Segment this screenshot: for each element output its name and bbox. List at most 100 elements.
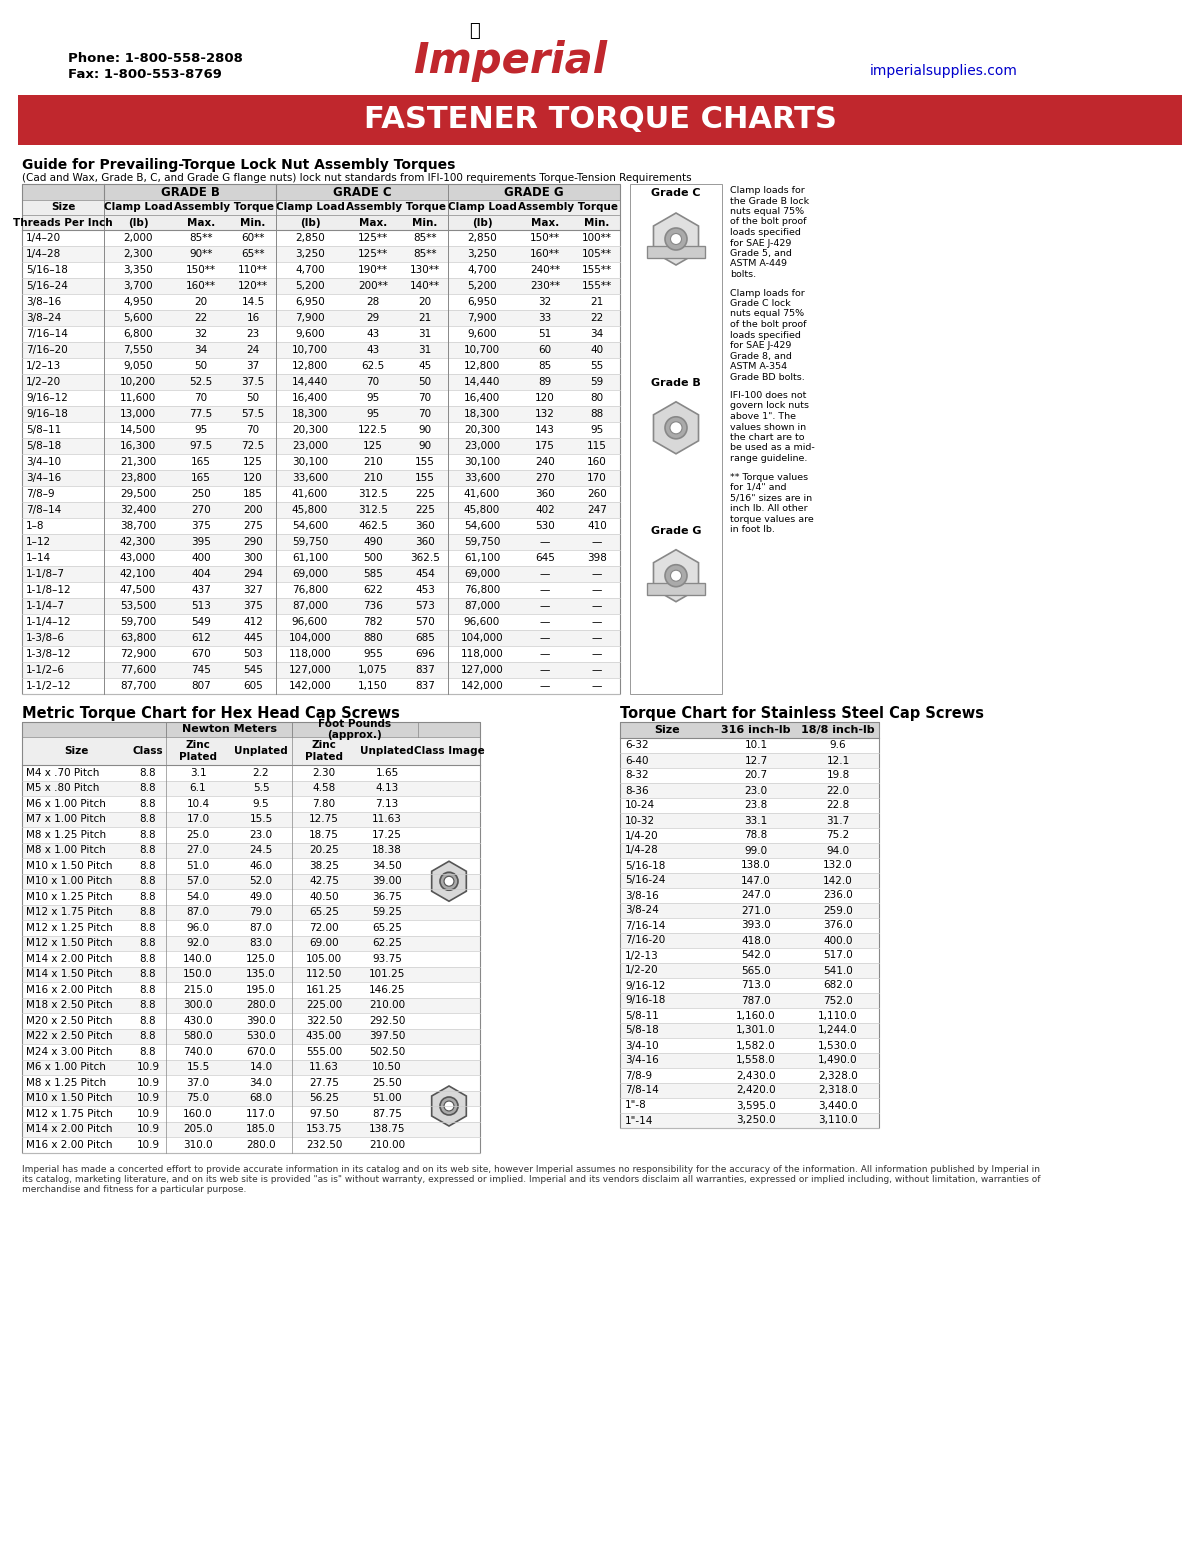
- Text: Max.: Max.: [187, 217, 215, 227]
- Text: M12 x 1.75 Pitch: M12 x 1.75 Pitch: [26, 1109, 113, 1118]
- Text: 153.75: 153.75: [306, 1124, 342, 1134]
- Text: 713.0: 713.0: [742, 980, 770, 991]
- Text: 51.00: 51.00: [372, 1093, 402, 1103]
- Text: Max.: Max.: [530, 217, 559, 227]
- Text: 42,100: 42,100: [120, 568, 156, 579]
- Bar: [620, 1037, 878, 1053]
- Text: —: —: [592, 568, 602, 579]
- Text: 270: 270: [535, 474, 554, 483]
- Text: —: —: [592, 617, 602, 627]
- Text: —: —: [540, 634, 550, 643]
- Bar: [22, 214, 620, 230]
- Text: 290: 290: [244, 537, 263, 547]
- Text: Newton Meters: Newton Meters: [181, 725, 276, 735]
- Text: 101.25: 101.25: [368, 969, 406, 980]
- Text: 49.0: 49.0: [250, 891, 272, 902]
- Text: 312.5: 312.5: [358, 489, 388, 499]
- Text: 3/4-16: 3/4-16: [625, 1056, 659, 1065]
- Text: 2,300: 2,300: [124, 248, 152, 259]
- Text: 76,800: 76,800: [292, 585, 328, 595]
- Text: 12.75: 12.75: [310, 814, 338, 825]
- Text: Grade C lock: Grade C lock: [730, 300, 791, 307]
- Polygon shape: [654, 550, 698, 601]
- Text: 87.0: 87.0: [186, 907, 210, 918]
- Text: 24: 24: [246, 345, 259, 356]
- Bar: [22, 359, 620, 374]
- Text: 397.50: 397.50: [368, 1031, 406, 1041]
- Text: 5/8–18: 5/8–18: [26, 441, 61, 450]
- Bar: [620, 753, 878, 769]
- Text: Min.: Min.: [413, 217, 438, 227]
- Text: 61,100: 61,100: [292, 553, 328, 564]
- Text: Fax: 1-800-553-8769: Fax: 1-800-553-8769: [68, 68, 222, 81]
- Text: Grade 5, and: Grade 5, and: [730, 248, 792, 258]
- Text: 541.0: 541.0: [823, 966, 853, 975]
- Text: 1-3/8–12: 1-3/8–12: [26, 649, 72, 658]
- Text: 155: 155: [415, 474, 434, 483]
- Text: 112.50: 112.50: [306, 969, 342, 980]
- Text: 10.9: 10.9: [137, 1124, 160, 1134]
- Text: 54,600: 54,600: [464, 520, 500, 531]
- Text: 1–12: 1–12: [26, 537, 52, 547]
- Text: 16,400: 16,400: [292, 393, 328, 402]
- Bar: [620, 722, 878, 738]
- Text: Phone: 1-800-558-2808: Phone: 1-800-558-2808: [68, 51, 242, 65]
- Text: 15.5: 15.5: [250, 814, 272, 825]
- Text: 300: 300: [244, 553, 263, 564]
- Text: 1/2–13: 1/2–13: [26, 360, 61, 371]
- Text: 1/4-20: 1/4-20: [625, 831, 659, 840]
- Bar: [22, 502, 620, 519]
- Text: ®: ®: [552, 50, 563, 61]
- Bar: [620, 814, 878, 828]
- Text: 2,318.0: 2,318.0: [818, 1086, 858, 1095]
- Text: 50: 50: [194, 360, 208, 371]
- Text: 8.8: 8.8: [139, 1047, 156, 1056]
- Text: 23,000: 23,000: [292, 441, 328, 450]
- Text: 36.75: 36.75: [372, 891, 402, 902]
- Text: 7/8–14: 7/8–14: [26, 505, 61, 516]
- Text: imperialsupplies.com: imperialsupplies.com: [870, 64, 1018, 78]
- Text: its catalog, marketing literature, and on its web site is provided "as is" witho: its catalog, marketing literature, and o…: [22, 1174, 1040, 1183]
- Text: 99.0: 99.0: [744, 845, 768, 856]
- Text: Assembly Torque: Assembly Torque: [346, 202, 446, 213]
- Text: 7/8-14: 7/8-14: [625, 1086, 659, 1095]
- Bar: [630, 183, 722, 694]
- Text: 1,301.0: 1,301.0: [736, 1025, 776, 1036]
- Text: 125.0: 125.0: [246, 954, 276, 964]
- Text: 87,000: 87,000: [292, 601, 328, 610]
- Text: 7/8-9: 7/8-9: [625, 1070, 652, 1081]
- Text: M22 x 2.50 Pitch: M22 x 2.50 Pitch: [26, 1031, 113, 1041]
- Text: M16 x 2.00 Pitch: M16 x 2.00 Pitch: [26, 985, 113, 995]
- Text: 170: 170: [587, 474, 607, 483]
- Text: Grade G: Grade G: [650, 526, 701, 536]
- Bar: [22, 230, 620, 245]
- Text: 18,300: 18,300: [292, 408, 328, 419]
- Text: 4.13: 4.13: [376, 783, 398, 794]
- Text: 3/4-10: 3/4-10: [625, 1041, 659, 1050]
- Text: M8 x 1.25 Pitch: M8 x 1.25 Pitch: [26, 829, 106, 840]
- Text: 41,600: 41,600: [292, 489, 328, 499]
- Text: 125**: 125**: [358, 233, 388, 242]
- Text: 200**: 200**: [358, 281, 388, 290]
- Text: 97.50: 97.50: [310, 1109, 338, 1118]
- Text: M6 x 1.00 Pitch: M6 x 1.00 Pitch: [26, 1062, 106, 1072]
- Bar: [22, 904, 480, 919]
- Text: 31: 31: [419, 329, 432, 339]
- Bar: [22, 1044, 480, 1059]
- Text: 2,420.0: 2,420.0: [736, 1086, 776, 1095]
- Text: 51: 51: [539, 329, 552, 339]
- Text: 280.0: 280.0: [246, 1000, 276, 1011]
- Text: 65**: 65**: [241, 248, 265, 259]
- Text: 52.5: 52.5: [190, 377, 212, 387]
- Text: 10.9: 10.9: [137, 1109, 160, 1118]
- Text: 685: 685: [415, 634, 434, 643]
- Text: Size: Size: [50, 202, 76, 213]
- Text: 20,300: 20,300: [464, 426, 500, 435]
- Bar: [620, 933, 878, 947]
- Text: 1,110.0: 1,110.0: [818, 1011, 858, 1020]
- Text: M24 x 3.00 Pitch: M24 x 3.00 Pitch: [26, 1047, 113, 1056]
- Text: —: —: [540, 585, 550, 595]
- Text: 21,300: 21,300: [120, 457, 156, 467]
- Text: 271.0: 271.0: [742, 905, 770, 916]
- Text: 500: 500: [364, 553, 383, 564]
